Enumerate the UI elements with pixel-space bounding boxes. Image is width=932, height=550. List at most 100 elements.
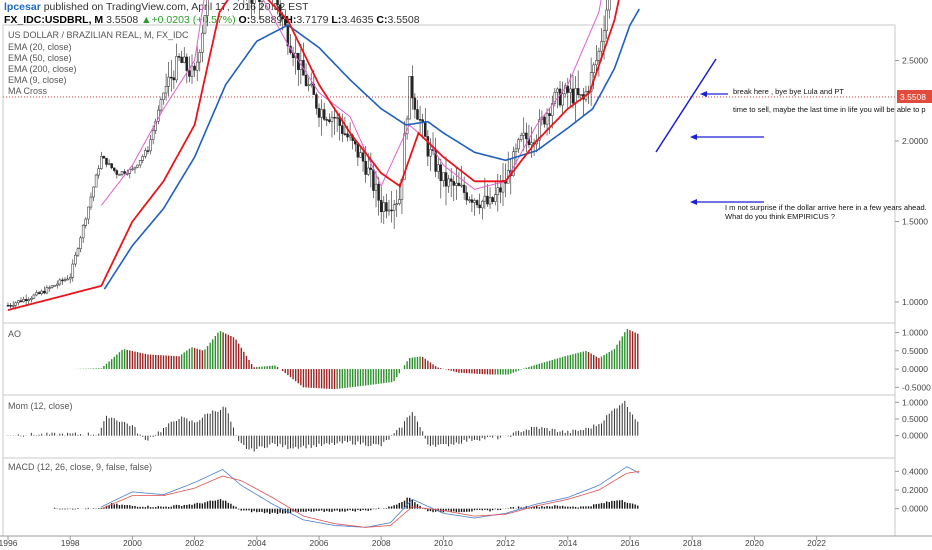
publish-header: lpcesar published on TradingView.com, Ap… [4, 1, 309, 13]
ema-50-line [7, 0, 620, 311]
candle-body [545, 113, 549, 125]
x-tick-label: 2002 [185, 538, 204, 548]
candle-body [517, 139, 520, 150]
candle-body [465, 192, 468, 201]
candle-body [118, 174, 121, 176]
candle-body [512, 151, 515, 176]
candle-body [475, 200, 479, 206]
candle-body [548, 113, 551, 116]
candle-body [447, 178, 450, 187]
y-tick-label: 0.4000 [902, 466, 928, 476]
y-tick-label: 1.0000 [902, 327, 928, 337]
candle-body [30, 298, 33, 300]
open-value: 3.5889 [250, 14, 283, 26]
low-value: 3.4635 [341, 14, 374, 26]
candle-body [175, 56, 178, 81]
candle-body [462, 184, 466, 193]
candle-body [519, 134, 523, 140]
candle-body [123, 171, 126, 174]
candle-body [188, 70, 191, 77]
candle-body [146, 150, 150, 152]
y-tick-label: 1.0000 [902, 397, 928, 407]
annotation-question: What do you think EMPIRICUS ? [725, 212, 835, 221]
y-tick-label: 1.0000 [902, 297, 928, 307]
candle-body [180, 56, 183, 63]
candle-body [522, 132, 525, 136]
candle-body [55, 283, 59, 286]
candle-body [307, 84, 310, 87]
high-value: 3.7179 [296, 14, 329, 26]
candle-body [426, 136, 430, 157]
mom-pane [2, 394, 896, 459]
candle-body [50, 285, 54, 288]
candle-body [100, 156, 103, 169]
candle-body [387, 209, 391, 212]
mom-histogram [7, 400, 639, 452]
candle-body [315, 94, 318, 109]
candle-body [149, 139, 152, 152]
candle-body [408, 76, 411, 120]
macd-series [53, 466, 640, 528]
candle-body [385, 202, 388, 212]
candle-body [66, 278, 69, 281]
x-tick-label: 2006 [310, 538, 329, 548]
x-axis: 1996 1998 2000 2002 2004 2006 2008 2010 2012 2014… [0, 536, 826, 548]
candle-body [452, 181, 456, 186]
price-change: +0.0203 (+0.57%) [151, 14, 236, 26]
candle-body [429, 149, 432, 157]
candle-body [374, 183, 378, 191]
trend-line [655, 58, 717, 153]
candle-body [250, 0, 253, 4]
low-label: L: [331, 14, 342, 26]
candle-body [325, 119, 329, 121]
candle-body [569, 88, 572, 93]
candle-body [341, 125, 344, 134]
candle-body [58, 279, 62, 285]
candle-body [486, 195, 489, 205]
candle-body [201, 32, 204, 53]
candle-body [105, 157, 108, 165]
candle-body [6, 304, 10, 307]
candle-body [89, 196, 93, 208]
candle-body [468, 199, 471, 201]
candle-body [113, 167, 116, 171]
candle-body [110, 163, 113, 169]
ao-histogram [72, 329, 639, 390]
candle-body [442, 172, 445, 181]
macd-signal-line [101, 470, 640, 528]
annotation-surprise: I m not surprise if the dollar arrive he… [725, 203, 927, 212]
ema-lines [7, 0, 640, 311]
candle-body [382, 202, 386, 213]
y-tick-label: 2.5000 [902, 56, 928, 66]
candle-body [364, 160, 367, 175]
x-tick-label: 2010 [434, 538, 453, 548]
candle-body [558, 88, 562, 106]
close-value: 3.5508 [387, 14, 420, 26]
y-tick-label: -0.5000 [902, 382, 931, 392]
candle-body [284, 18, 287, 26]
last-price: 3.5508 [106, 14, 139, 26]
candle-body [74, 254, 77, 265]
arrow-icon [700, 91, 728, 97]
candle-body [571, 88, 575, 104]
x-tick-label: 2014 [558, 538, 577, 548]
candle-body [258, 0, 261, 2]
x-tick-label: 2004 [247, 538, 266, 548]
candle-body [525, 132, 528, 140]
publish-info: published on TradingView.com, April 17, … [43, 1, 309, 13]
legend-item-ema20: EMA (20, close) [8, 42, 72, 52]
author-link[interactable]: lpcesar [4, 1, 41, 13]
candle-body [81, 225, 85, 239]
candle-body [14, 302, 18, 306]
candle-body [79, 237, 82, 250]
candle-body [561, 93, 564, 106]
candle-body [48, 287, 51, 289]
up-arrow-icon: ▲ [141, 14, 152, 26]
candle-body [102, 156, 106, 159]
candle-body [107, 163, 111, 165]
candle-body [172, 77, 176, 81]
candle-body [478, 204, 481, 209]
candle-body [97, 168, 100, 176]
candle-body [366, 167, 370, 175]
